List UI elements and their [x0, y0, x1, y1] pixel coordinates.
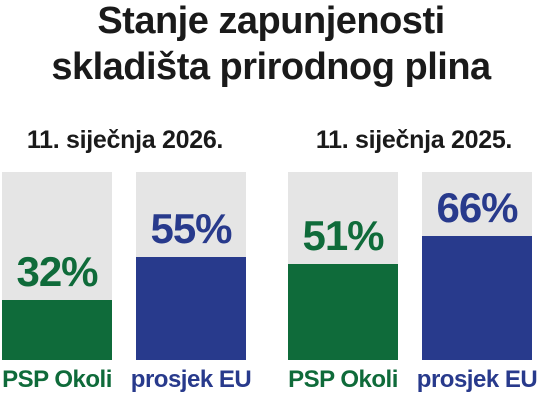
- bar-track-psp-okoli-1: 32%: [2, 172, 112, 360]
- bar-psp-okoli-1: [2, 300, 112, 360]
- chart-date-1: 11. siječnja 2026.: [26, 126, 224, 154]
- bar-psp-okoli-2: [288, 264, 398, 360]
- category-label-psp-okoli-1: PSP Okoli: [2, 366, 112, 393]
- chart-title-line2: skladišta prirodnog plina: [51, 46, 491, 88]
- value-label-psp-okoli-1: 32%: [16, 248, 98, 295]
- value-label-prosjek-eu-2: 66%: [436, 184, 518, 231]
- bar-track-psp-okoli-2: 51%: [288, 172, 398, 360]
- chart-title-line1: Stanje zapunjenosti: [97, 0, 445, 42]
- bar-prosjek-eu-1: [136, 257, 246, 360]
- bar-track-prosjek-eu-1: 55%: [136, 172, 246, 360]
- bar-track-prosjek-eu-2: 66%: [422, 172, 532, 360]
- chart-date-2: 11. siječnja 2025.: [315, 126, 513, 154]
- value-label-psp-okoli-2: 51%: [302, 212, 384, 259]
- bar-prosjek-eu-2: [422, 236, 532, 360]
- category-label-psp-okoli-2: PSP Okoli: [288, 366, 398, 393]
- value-label-prosjek-eu-1: 55%: [150, 205, 232, 252]
- category-label-prosjek-eu-1: prosjek EU: [130, 366, 252, 393]
- category-label-prosjek-eu-2: prosjek EU: [416, 366, 538, 393]
